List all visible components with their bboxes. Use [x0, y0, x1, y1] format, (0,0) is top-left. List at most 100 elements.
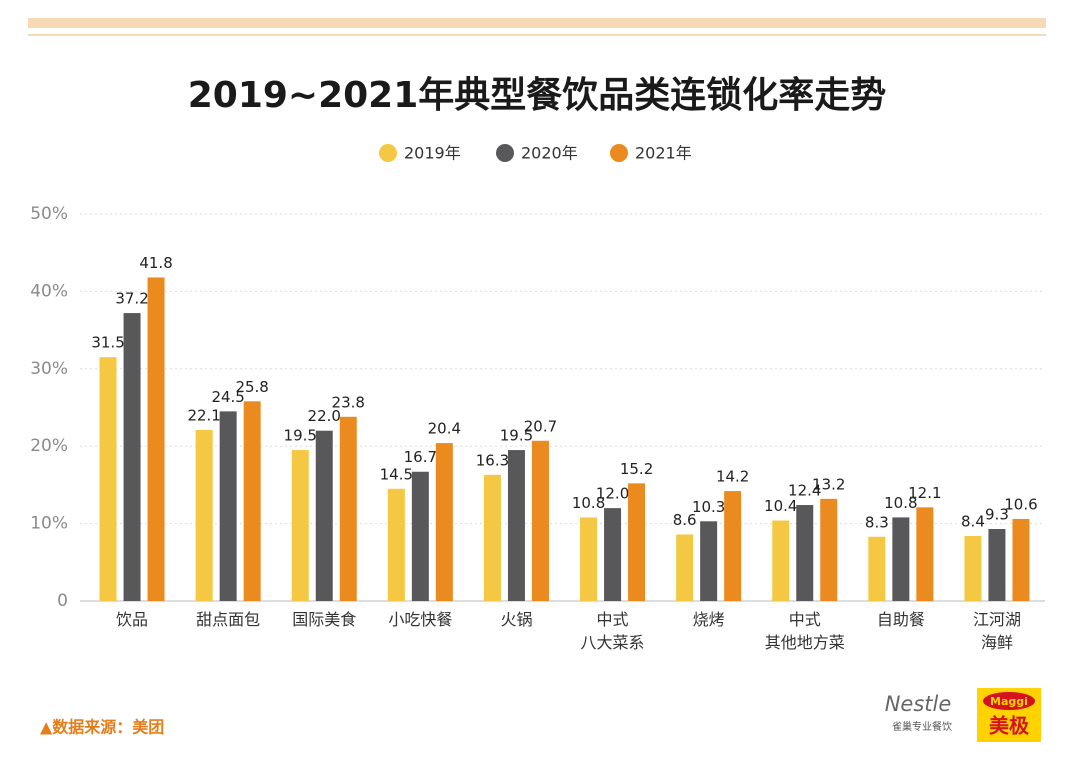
value-label: 41.8 [139, 254, 172, 272]
bar [796, 505, 814, 601]
value-label: 10.4 [764, 497, 797, 515]
value-label: 22.0 [308, 407, 341, 425]
bar [892, 517, 910, 601]
value-label: 8.3 [865, 513, 889, 531]
legend-label: 2019年 [404, 144, 461, 163]
bar [676, 534, 694, 601]
bar [724, 491, 742, 601]
x-tick-line: 其他地方菜 [765, 633, 845, 652]
y-tick-label: 50% [30, 204, 68, 224]
y-tick-label: 30% [30, 359, 68, 379]
x-tick-label: 中式其他地方菜 [765, 610, 845, 652]
value-label: 8.6 [673, 511, 697, 529]
value-label: 8.4 [961, 512, 985, 530]
bar [219, 411, 237, 601]
value-label: 12.4 [788, 482, 821, 500]
x-tick-line: 小吃快餐 [388, 610, 452, 629]
x-tick-label: 火锅 [500, 610, 532, 629]
y-tick-label: 10% [30, 514, 68, 534]
value-label: 10.8 [572, 494, 605, 512]
bar [195, 429, 213, 601]
value-label: 14.2 [716, 468, 749, 486]
bar [123, 313, 141, 601]
x-tick-label: 自助餐 [877, 610, 925, 629]
bar [315, 430, 333, 601]
x-tick-line: 甜点面包 [196, 610, 260, 629]
x-tick-line: 江河湖 [973, 610, 1021, 629]
value-label: 16.7 [404, 448, 437, 466]
x-tick-line: 八大菜系 [581, 633, 645, 652]
value-label: 23.8 [332, 393, 365, 411]
nestle-sub: 雀巢专业餐饮 [892, 720, 952, 733]
x-tick-line: 国际美食 [292, 610, 356, 629]
maggi-logo: Maggi 美极 [977, 688, 1041, 742]
x-tick-label: 烧烤 [693, 610, 725, 629]
bar [820, 498, 838, 601]
bar [291, 450, 309, 601]
x-tick-line: 火锅 [500, 610, 532, 629]
value-label: 20.4 [428, 420, 461, 438]
value-label: 25.8 [235, 378, 268, 396]
legend-label: 2020年 [521, 144, 578, 163]
legend-swatch [610, 144, 628, 162]
legend-swatch [379, 144, 397, 162]
y-tick-label: 40% [30, 281, 68, 301]
value-label: 12.0 [596, 485, 629, 503]
bar [99, 357, 117, 601]
value-label: 10.6 [1004, 495, 1037, 513]
bar [604, 508, 622, 601]
x-tick-label: 饮品 [116, 610, 148, 629]
legend-swatch [496, 144, 514, 162]
bar [147, 277, 165, 601]
x-tick-line: 海鲜 [981, 633, 1013, 652]
y-tick-label: 0 [57, 591, 68, 611]
bar [772, 520, 790, 601]
value-label: 22.1 [187, 406, 220, 424]
value-label: 9.3 [985, 506, 1009, 524]
bar [988, 529, 1006, 601]
value-label: 10.3 [692, 498, 725, 516]
bar [628, 483, 646, 601]
nestle-text: Nestle [885, 692, 952, 716]
maggi-text: Maggi [990, 695, 1028, 708]
bar [243, 401, 261, 601]
x-tick-line: 烧烤 [693, 610, 725, 629]
x-tick-label: 甜点面包 [196, 610, 260, 629]
top-line [28, 34, 1046, 36]
x-tick-label: 小吃快餐 [388, 610, 452, 629]
source: ▲数据来源：美团 [40, 718, 164, 737]
bar [387, 488, 405, 601]
bar [411, 471, 429, 601]
value-label: 13.2 [812, 475, 845, 493]
bar [868, 536, 886, 601]
value-label: 14.5 [380, 465, 413, 483]
bar [580, 517, 598, 601]
value-label: 12.1 [908, 484, 941, 502]
bar [964, 535, 982, 601]
bar [339, 416, 357, 601]
x-tick-label: 中式八大菜系 [581, 610, 645, 652]
bar [507, 450, 525, 601]
legend-label: 2021年 [635, 144, 692, 163]
x-tick-line: 饮品 [116, 610, 148, 629]
top-stripe [28, 18, 1046, 28]
value-label: 19.5 [284, 427, 317, 445]
bar [483, 474, 501, 601]
value-label: 19.5 [500, 427, 533, 445]
maggi-oval [983, 692, 1035, 710]
x-tick-line: 自助餐 [877, 610, 925, 629]
value-label: 15.2 [620, 460, 653, 478]
x-tick-line: 中式 [597, 610, 629, 629]
x-tick-line: 中式 [789, 610, 821, 629]
x-tick-label: 国际美食 [292, 610, 356, 629]
value-label: 16.3 [476, 451, 509, 469]
value-label: 10.8 [884, 494, 917, 512]
value-label: 31.5 [91, 334, 124, 352]
x-tick-label: 江河湖海鲜 [973, 610, 1021, 652]
value-label: 20.7 [524, 417, 557, 435]
value-label: 24.5 [211, 388, 244, 406]
bar [700, 521, 718, 601]
nestle-logo: Nestle 雀巢专业餐饮 [885, 692, 952, 733]
